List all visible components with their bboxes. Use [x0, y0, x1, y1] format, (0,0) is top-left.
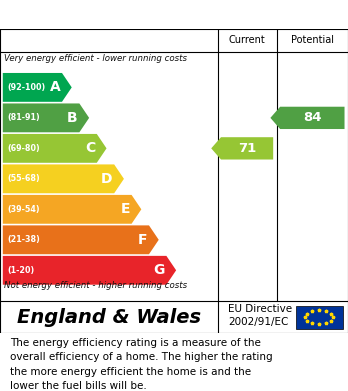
- Text: (55-68): (55-68): [7, 174, 40, 183]
- Polygon shape: [3, 165, 124, 193]
- Text: 71: 71: [238, 142, 256, 155]
- Text: A: A: [49, 81, 60, 94]
- Text: (39-54): (39-54): [7, 205, 40, 214]
- Polygon shape: [3, 73, 72, 102]
- Text: D: D: [101, 172, 112, 186]
- Polygon shape: [270, 107, 345, 129]
- Text: (69-80): (69-80): [7, 144, 40, 153]
- Polygon shape: [3, 104, 89, 132]
- Text: (1-20): (1-20): [7, 266, 34, 275]
- Text: C: C: [85, 142, 95, 155]
- Text: England & Wales: England & Wales: [17, 308, 201, 326]
- Text: G: G: [153, 263, 165, 277]
- Bar: [296, 305, 343, 329]
- Text: E: E: [120, 202, 130, 216]
- Polygon shape: [3, 225, 159, 254]
- Text: Current: Current: [229, 35, 266, 45]
- Text: (81-91): (81-91): [7, 113, 40, 122]
- Text: The energy efficiency rating is a measure of the
overall efficiency of a home. T: The energy efficiency rating is a measur…: [10, 338, 273, 391]
- Text: EU Directive
2002/91/EC: EU Directive 2002/91/EC: [228, 304, 292, 327]
- Polygon shape: [3, 134, 106, 163]
- Text: B: B: [67, 111, 78, 125]
- Text: (21-38): (21-38): [7, 235, 40, 244]
- Polygon shape: [211, 137, 273, 160]
- Text: F: F: [138, 233, 147, 247]
- Polygon shape: [3, 195, 141, 224]
- Text: Not energy efficient - higher running costs: Not energy efficient - higher running co…: [4, 281, 187, 290]
- Text: Very energy efficient - lower running costs: Very energy efficient - lower running co…: [4, 54, 187, 63]
- Text: 84: 84: [303, 111, 322, 124]
- Text: Potential: Potential: [291, 35, 334, 45]
- Text: Energy Efficiency Rating: Energy Efficiency Rating: [10, 7, 231, 22]
- Text: (92-100): (92-100): [7, 83, 45, 92]
- Polygon shape: [3, 256, 176, 285]
